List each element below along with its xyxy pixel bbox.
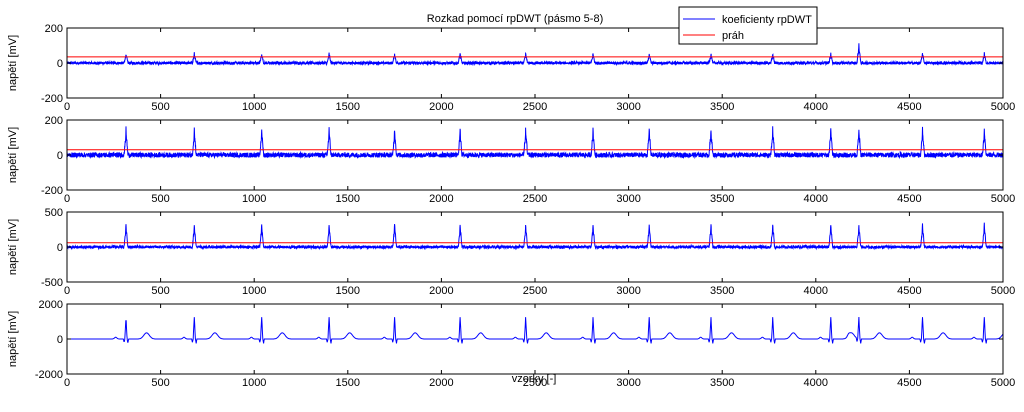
x-tick-label: 4500 [897,101,921,113]
x-axis-label: vzorky [-] [512,373,557,385]
y-tick-label: 0 [57,334,63,346]
x-tick-label: 2500 [523,193,547,205]
y-tick-label: 0 [57,150,63,162]
legend: koeficienty rpDWT práh [678,6,818,45]
x-tick-label: 2500 [523,377,547,389]
y-tick-label: -2000 [35,369,63,381]
x-tick-label: 3000 [616,101,640,113]
subplot-1: 0 500 1000 1500 2000 2500 3000 3500 4000 4500 5000… [7,23,1015,113]
x-tick-label: 4000 [804,193,828,205]
legend-label-koeficienty: koeficienty rpDWT [722,14,812,26]
series-koeficienty-rpdwt-1 [66,43,1004,67]
legend-label-prah: práh [722,30,744,42]
x-tick-label: 3500 [710,101,734,113]
x-tick-label: 500 [151,101,169,113]
x-tick-label: 4500 [897,377,921,389]
y-tick-label: 2000 [39,299,63,311]
subplot-4: 0 500 1000 1500 2000 2500 3000 3500 4000 4500 5000… [7,299,1015,389]
x-tick-label: 3000 [616,193,640,205]
x-tick-label: 0 [64,101,70,113]
x-tick-label: 500 [151,285,169,297]
x-tick-label: 2000 [429,193,453,205]
x-tick-label: 500 [151,377,169,389]
x-tick-label: 0 [64,193,70,205]
subplot-3: 0 500 1000 1500 2000 2500 3000 3500 4000 4500 5000… [7,207,1015,297]
figure-title: Rozkad pomocí rpDWT (pásmo 5-8) [427,13,603,25]
y-axis-label-1: napětí [mV] [7,35,19,91]
legend-box [678,6,818,45]
x-tick-label: 3500 [710,285,734,297]
y-tick-label: -200 [41,185,63,197]
x-tick-label: 5000 [991,101,1015,113]
y-axis-label-2: napětí [mV] [7,127,19,183]
x-tick-label: 5000 [991,377,1015,389]
x-tick-label: 1500 [336,101,360,113]
x-tick-label: 5000 [991,193,1015,205]
y-axis-label-4: napětí [mV] [7,311,19,367]
subplots: 0 500 1000 1500 2000 2500 3000 3500 4000 4500 5000… [7,23,1015,389]
y-tick-label: -500 [41,277,63,289]
x-tick-label: 1500 [336,377,360,389]
y-tick-label: 0 [57,58,63,70]
y-tick-label: 500 [45,207,63,219]
x-tick-label: 2500 [523,285,547,297]
x-tick-label: 0 [64,377,70,389]
x-tick-label: 1500 [336,285,360,297]
x-tick-label: 2000 [429,377,453,389]
y-tick-label: 200 [45,115,63,127]
x-tick-label: 3500 [710,377,734,389]
x-tick-label: 5000 [991,285,1015,297]
x-tick-label: 4000 [804,285,828,297]
x-tick-label: 3000 [616,285,640,297]
x-tick-label: 2000 [429,101,453,113]
x-tick-label: 3000 [616,377,640,389]
x-tick-label: 4500 [897,193,921,205]
x-tick-label: 500 [151,193,169,205]
x-tick-label: 1000 [242,285,266,297]
y-tick-label: 0 [57,242,63,254]
x-tick-label: 1000 [242,193,266,205]
x-tick-label: 1000 [242,101,266,113]
x-tick-label: 3500 [710,193,734,205]
series-koeficienty-rpdwt-4 [67,316,1004,344]
series-koeficienty-rpdwt-2 [66,126,1004,160]
subplot-2: 0 500 1000 1500 2000 2500 3000 3500 4000 4500 5000… [7,115,1015,205]
x-tick-label: 2500 [523,101,547,113]
y-axis-label-3: napětí [mV] [7,219,19,275]
series-koeficienty-rpdwt-3 [66,222,1004,251]
x-tick-label: 0 [64,285,70,297]
x-tick-label: 2000 [429,285,453,297]
x-tick-label: 4000 [804,101,828,113]
y-tick-label: -200 [41,93,63,105]
y-tick-label: 200 [45,23,63,35]
x-tick-label: 1000 [242,377,266,389]
x-tick-label: 1500 [336,193,360,205]
x-tick-label: 4000 [804,377,828,389]
x-tick-label: 4500 [897,285,921,297]
